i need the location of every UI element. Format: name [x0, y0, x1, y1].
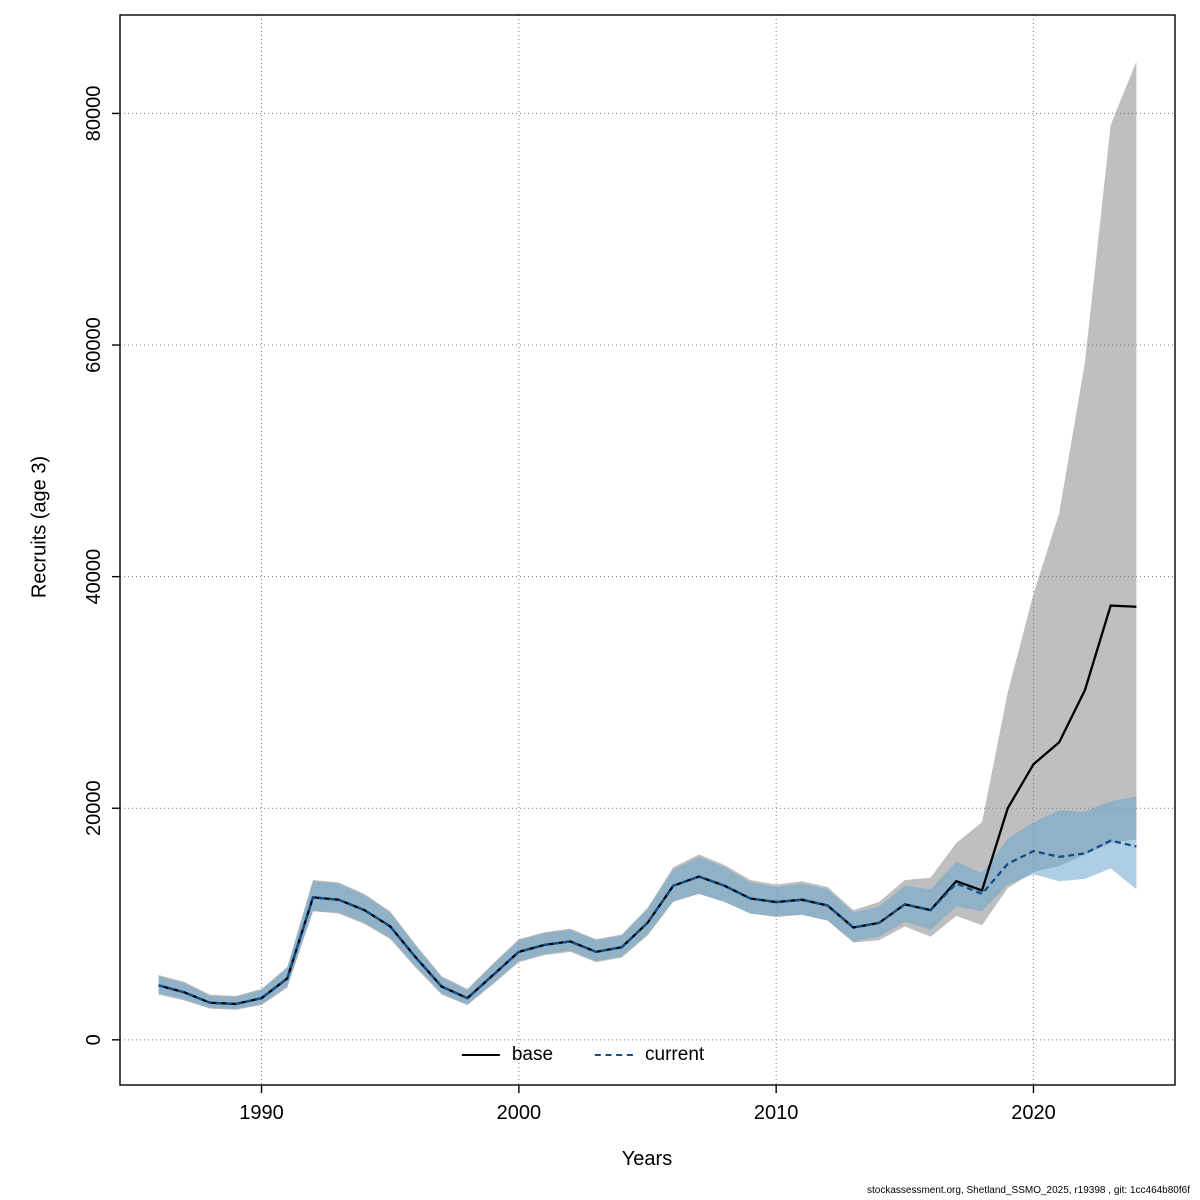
- current-line-sample: [595, 1054, 634, 1056]
- y-tick-label: 60000: [83, 317, 105, 373]
- legend-item-current: current: [595, 1044, 704, 1066]
- attribution-footer: stockassessment.org, Shetland_SSMO_2025,…: [867, 1185, 1190, 1196]
- base-line-sample: [461, 1054, 500, 1056]
- y-tick-label: 0: [83, 1034, 105, 1045]
- plot-border: [119, 14, 1176, 1086]
- y-tick-label: 40000: [83, 549, 105, 605]
- y-axis-title: Recruits (age 3): [28, 455, 51, 599]
- legend-label-base: base: [511, 1044, 554, 1065]
- x-tick-label: 2000: [497, 1102, 542, 1124]
- x-tick-label: 2010: [754, 1102, 799, 1124]
- legend-label-current: current: [645, 1044, 705, 1065]
- legend: base current: [461, 1044, 704, 1066]
- current-confidence-band: [158, 796, 1137, 1010]
- x-tick-label: 2020: [1011, 1102, 1056, 1124]
- x-axis-title: Years: [621, 1148, 673, 1170]
- x-tick-label: 1990: [239, 1102, 284, 1124]
- current-line: [158, 839, 1137, 1006]
- y-tick-label: 20000: [83, 780, 105, 836]
- legend-item-base: base: [461, 1044, 554, 1066]
- y-tick-label: 80000: [83, 86, 105, 142]
